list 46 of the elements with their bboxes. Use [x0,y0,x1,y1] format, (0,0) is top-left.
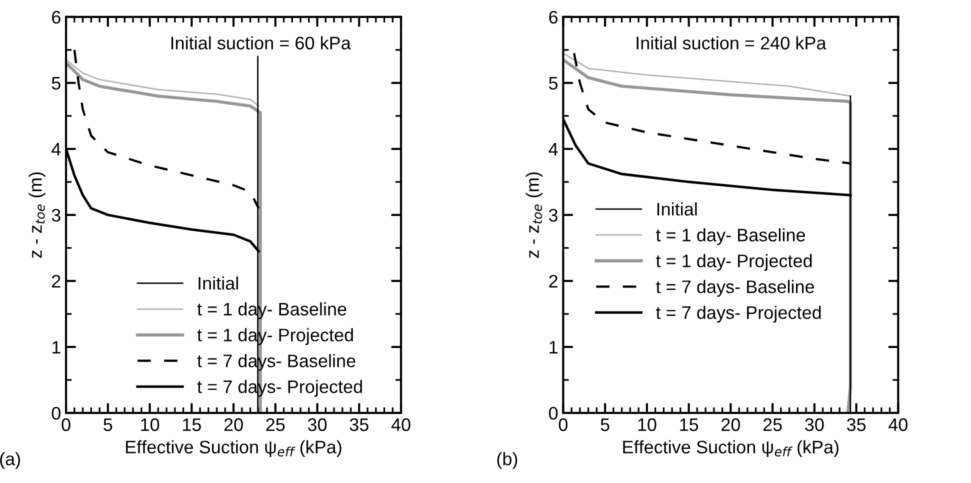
x-tick-label: 40 [391,418,410,432]
y-tick-label: 4 [548,143,558,156]
legend-label: Initial [657,202,697,216]
y-tick-label: 0 [548,406,558,420]
x-tick-label: 10 [141,418,160,432]
y-tick-label: 5 [549,77,558,90]
x-tick-label: 5 [600,418,610,432]
y-tick-label: 4 [52,143,61,156]
x-tick-label: 35 [350,418,368,432]
x-tick-label: 30 [308,418,327,432]
x-tick-label: 25 [266,418,285,432]
y-tick-label: 0 [52,406,60,420]
text: (a) [0,452,20,469]
y-tick-label: 6 [52,10,60,24]
y-axis-title: z - z$_{toe}$ (m) [526,172,543,258]
y-tick-label: 1 [550,341,558,354]
y-tick-label: 6 [549,10,558,24]
y-tick-label: 2 [52,274,60,288]
x-tick-label: 40 [888,418,908,432]
y-tick-label: 2 [549,274,558,288]
x-tick-label: 0 [62,418,70,432]
annotation: Initial suction = 240 kPa [636,36,826,50]
x-tick-label: 0 [558,418,568,432]
legend-label: t = 1 day- Baseline [656,228,806,246]
x-tick-label: 30 [805,418,824,432]
y-axis-title: z - z$_{toe}$ (m) [28,172,46,258]
x-tick-label: 5 [104,418,112,432]
legend-label: Initial [198,276,238,290]
text: (b) [497,452,518,469]
x-tick-label: 20 [722,418,740,432]
x-tick-label: 10 [638,418,656,432]
x-tick-label: 15 [182,418,201,432]
x-tick-label: 20 [224,418,243,432]
y-tick-label: 3 [548,208,558,222]
y-tick-label: 3 [52,208,60,222]
x-tick-label: 15 [680,418,698,432]
legend-label: t = 1 day- Projected [656,254,812,271]
y-tick-label: 1 [52,341,60,354]
legend-label: t = 7 days- Projected [656,306,821,323]
x-tick-label: 25 [763,418,782,432]
x-tick-label: 35 [846,418,866,432]
y-tick-label: 5 [52,77,60,90]
annotation: Initial suction = 60 kPa [171,36,351,50]
legend-label: t = 7 days- Baseline [656,280,814,297]
x-axis-title: Effective Suction ψ$_{eff}$ (kPa) [126,440,342,458]
x-axis-title: Effective Suction ψ$_{eff}$ (kPa) [623,440,838,458]
